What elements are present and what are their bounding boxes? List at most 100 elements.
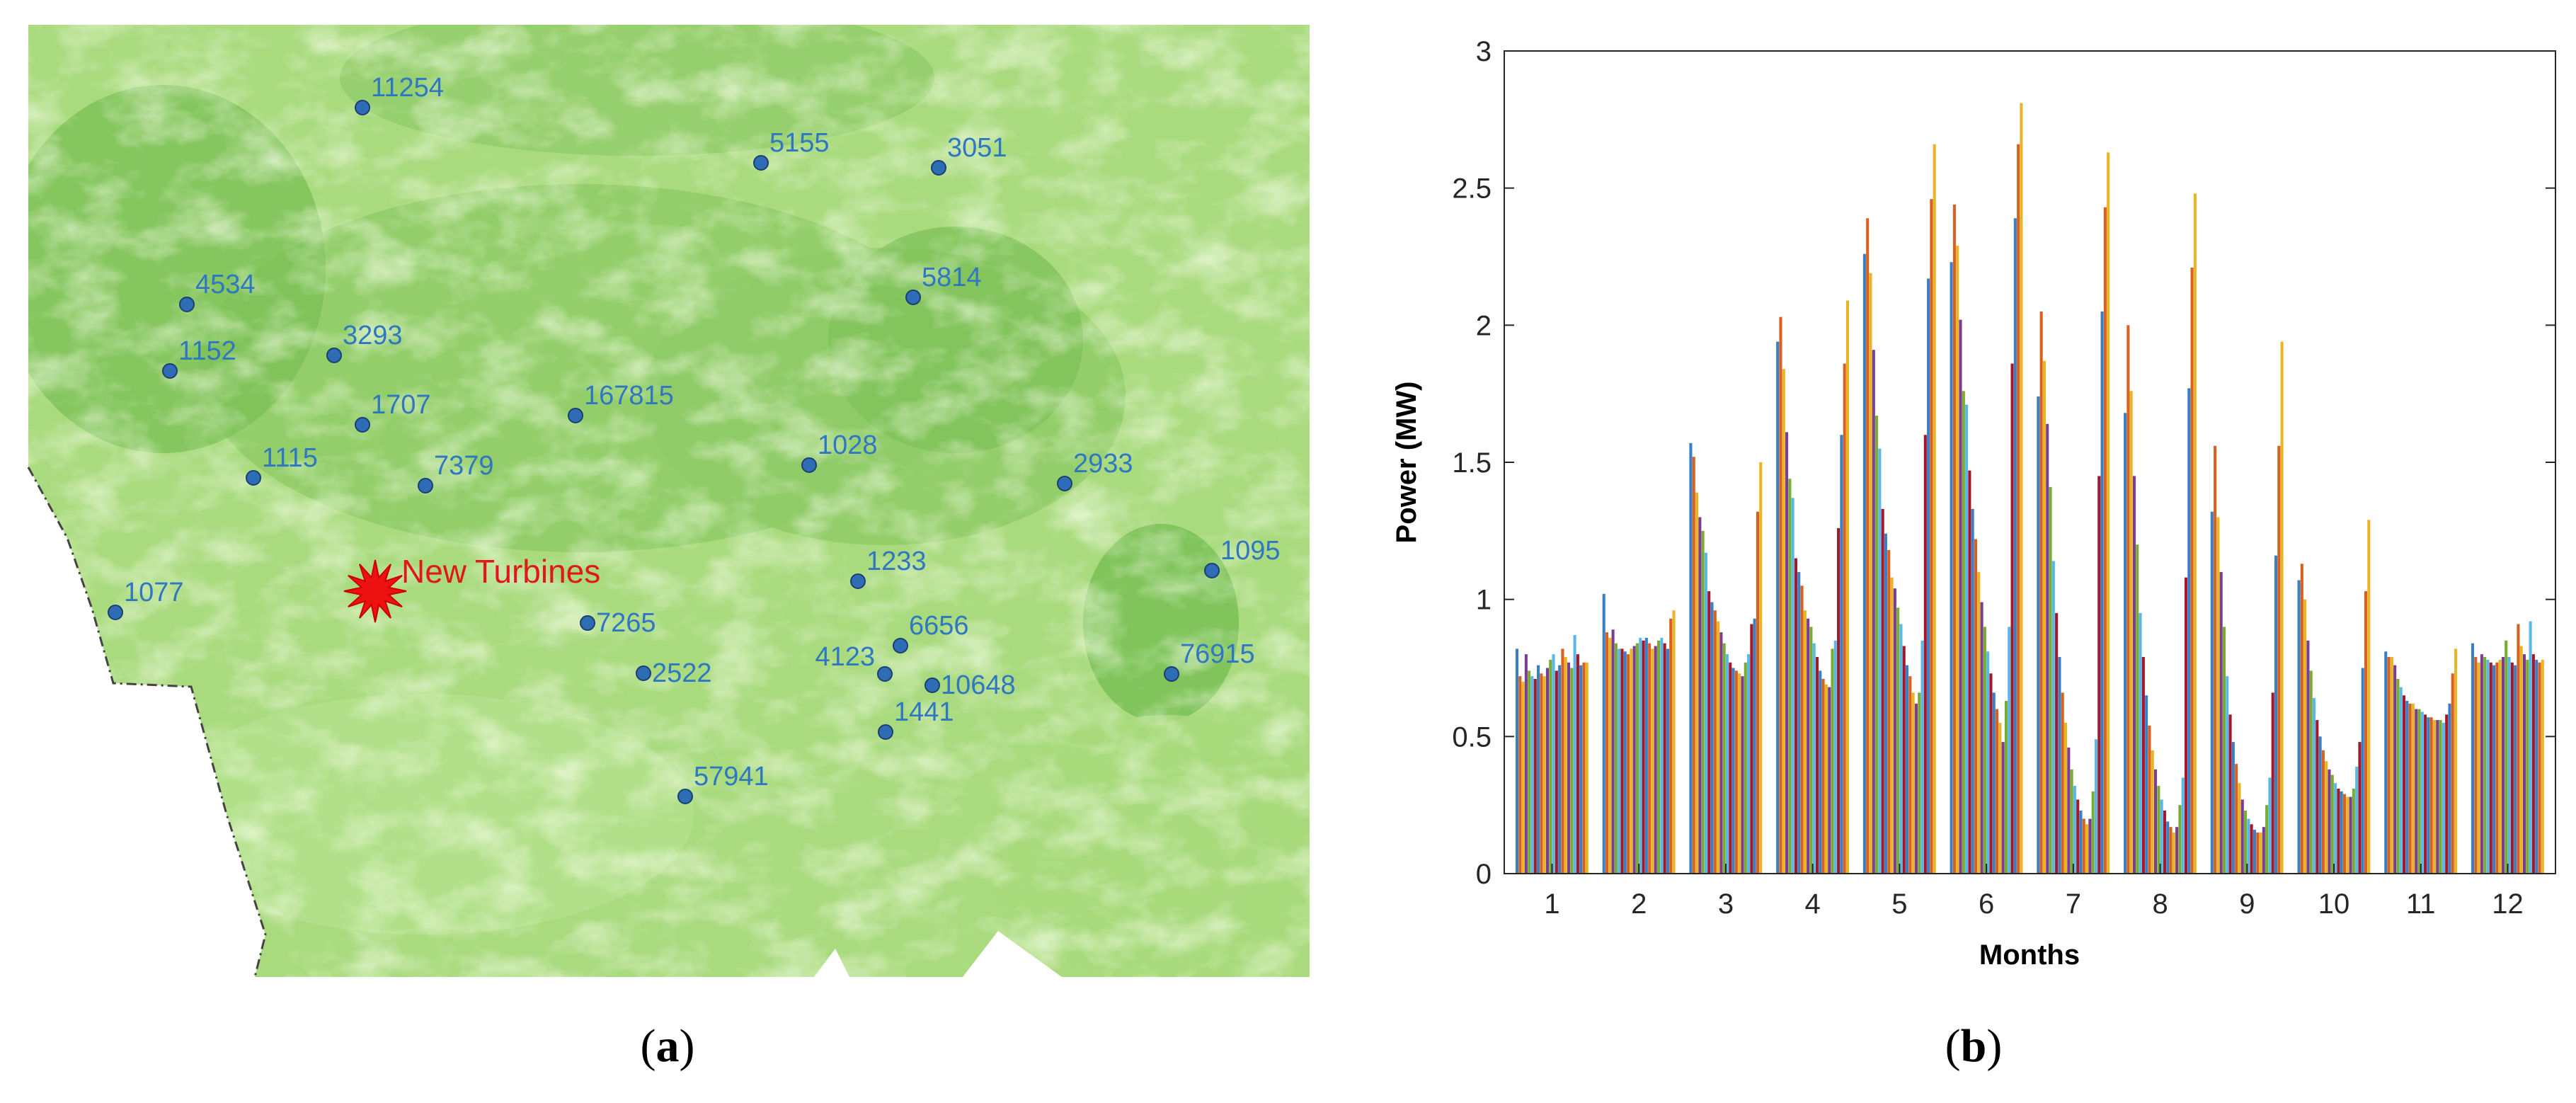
bar bbox=[1977, 571, 1981, 874]
bar bbox=[1971, 508, 1974, 874]
bar bbox=[2432, 720, 2437, 874]
bar bbox=[2187, 388, 2191, 874]
station-label: 5814 bbox=[922, 263, 982, 292]
bar bbox=[2004, 700, 2008, 874]
y-tick-label: 2 bbox=[1476, 310, 1492, 341]
bar bbox=[2403, 695, 2406, 874]
x-tick-label: 7 bbox=[2066, 888, 2081, 920]
bar bbox=[2085, 824, 2089, 874]
station-label: 4123 bbox=[815, 642, 875, 672]
bar bbox=[1585, 662, 1588, 874]
star-icon bbox=[343, 559, 407, 623]
bar bbox=[1933, 144, 1936, 874]
station-label: 5155 bbox=[769, 128, 830, 158]
station-label: 1707 bbox=[371, 390, 431, 420]
bar bbox=[1530, 676, 1534, 874]
bar bbox=[1524, 654, 1528, 874]
bar bbox=[1666, 648, 1669, 874]
bar bbox=[2172, 832, 2175, 874]
bar bbox=[1692, 457, 1695, 874]
bar bbox=[1896, 607, 1900, 874]
bar bbox=[2529, 621, 2532, 874]
bar bbox=[1875, 416, 1879, 874]
bar bbox=[1908, 676, 1912, 874]
bar bbox=[1579, 665, 1583, 874]
bar bbox=[2337, 788, 2340, 874]
bar bbox=[2526, 659, 2529, 874]
bar bbox=[1840, 435, 1843, 874]
bar bbox=[1962, 391, 1965, 874]
bar bbox=[2051, 561, 2055, 874]
bar bbox=[1803, 610, 1807, 874]
bar bbox=[2046, 423, 2049, 874]
bar bbox=[2271, 692, 2274, 874]
bar bbox=[1992, 692, 1996, 874]
bar bbox=[2190, 267, 2194, 874]
bar bbox=[1884, 533, 1888, 874]
bar bbox=[2498, 659, 2502, 874]
bar bbox=[1552, 654, 1555, 874]
bar bbox=[2303, 599, 2307, 874]
bar bbox=[2495, 662, 2499, 874]
bar bbox=[1729, 662, 1732, 874]
bar bbox=[1788, 479, 1792, 874]
station-label: 1077 bbox=[124, 578, 184, 607]
bar bbox=[2259, 832, 2262, 874]
new-turbines-marker: New Turbines bbox=[343, 553, 600, 623]
bar bbox=[2070, 769, 2073, 874]
station-dot bbox=[801, 457, 817, 473]
station-dot bbox=[753, 155, 769, 171]
bar bbox=[2020, 103, 2023, 874]
bar bbox=[2405, 700, 2409, 874]
bar bbox=[1911, 692, 1915, 874]
bar bbox=[1605, 632, 1609, 874]
bar bbox=[1620, 648, 1624, 874]
bar bbox=[2141, 657, 2145, 874]
bar bbox=[2262, 827, 2265, 874]
bar bbox=[2097, 476, 2101, 874]
caption-b: (b) bbox=[1945, 1020, 2003, 1072]
bar bbox=[1669, 618, 1673, 874]
bar bbox=[2010, 363, 2014, 874]
bar bbox=[2175, 827, 2179, 874]
bar bbox=[2510, 662, 2514, 874]
bar bbox=[1573, 635, 1576, 874]
x-tick-label: 10 bbox=[2318, 888, 2350, 920]
bar bbox=[1791, 498, 1794, 874]
x-tick-label: 11 bbox=[2406, 888, 2436, 920]
bar bbox=[1747, 654, 1751, 874]
bar bbox=[2408, 703, 2412, 874]
bar bbox=[1998, 722, 2002, 874]
bar bbox=[2100, 311, 2104, 874]
bar bbox=[2184, 577, 2188, 874]
bar bbox=[1722, 643, 1726, 874]
bar bbox=[2163, 810, 2166, 874]
bar bbox=[1639, 637, 1642, 874]
bar bbox=[2315, 720, 2319, 874]
bar bbox=[1533, 678, 1537, 874]
bar bbox=[2091, 791, 2095, 874]
bar bbox=[2501, 657, 2505, 874]
station-dot bbox=[246, 470, 261, 486]
bar bbox=[1651, 648, 1654, 874]
bar bbox=[1956, 246, 1959, 874]
bar bbox=[2073, 786, 2076, 874]
bar bbox=[1528, 670, 1531, 874]
bar bbox=[1959, 319, 1962, 874]
bar bbox=[2124, 413, 2127, 874]
bar bbox=[2126, 325, 2130, 874]
bar bbox=[1989, 673, 1993, 874]
y-tick-label: 2.5 bbox=[1452, 173, 1492, 205]
bar bbox=[1521, 681, 1525, 874]
map-land bbox=[28, 25, 1310, 977]
bar bbox=[1927, 278, 1930, 874]
x-tick-label: 1 bbox=[1544, 888, 1559, 920]
bar bbox=[1881, 508, 1884, 874]
bar bbox=[1776, 341, 1780, 874]
bar bbox=[1648, 643, 1651, 874]
x-tick-label: 12 bbox=[2492, 888, 2524, 920]
bar bbox=[1540, 673, 1543, 874]
bar bbox=[2538, 662, 2541, 874]
bar bbox=[1608, 637, 1612, 874]
bar bbox=[2268, 777, 2272, 874]
